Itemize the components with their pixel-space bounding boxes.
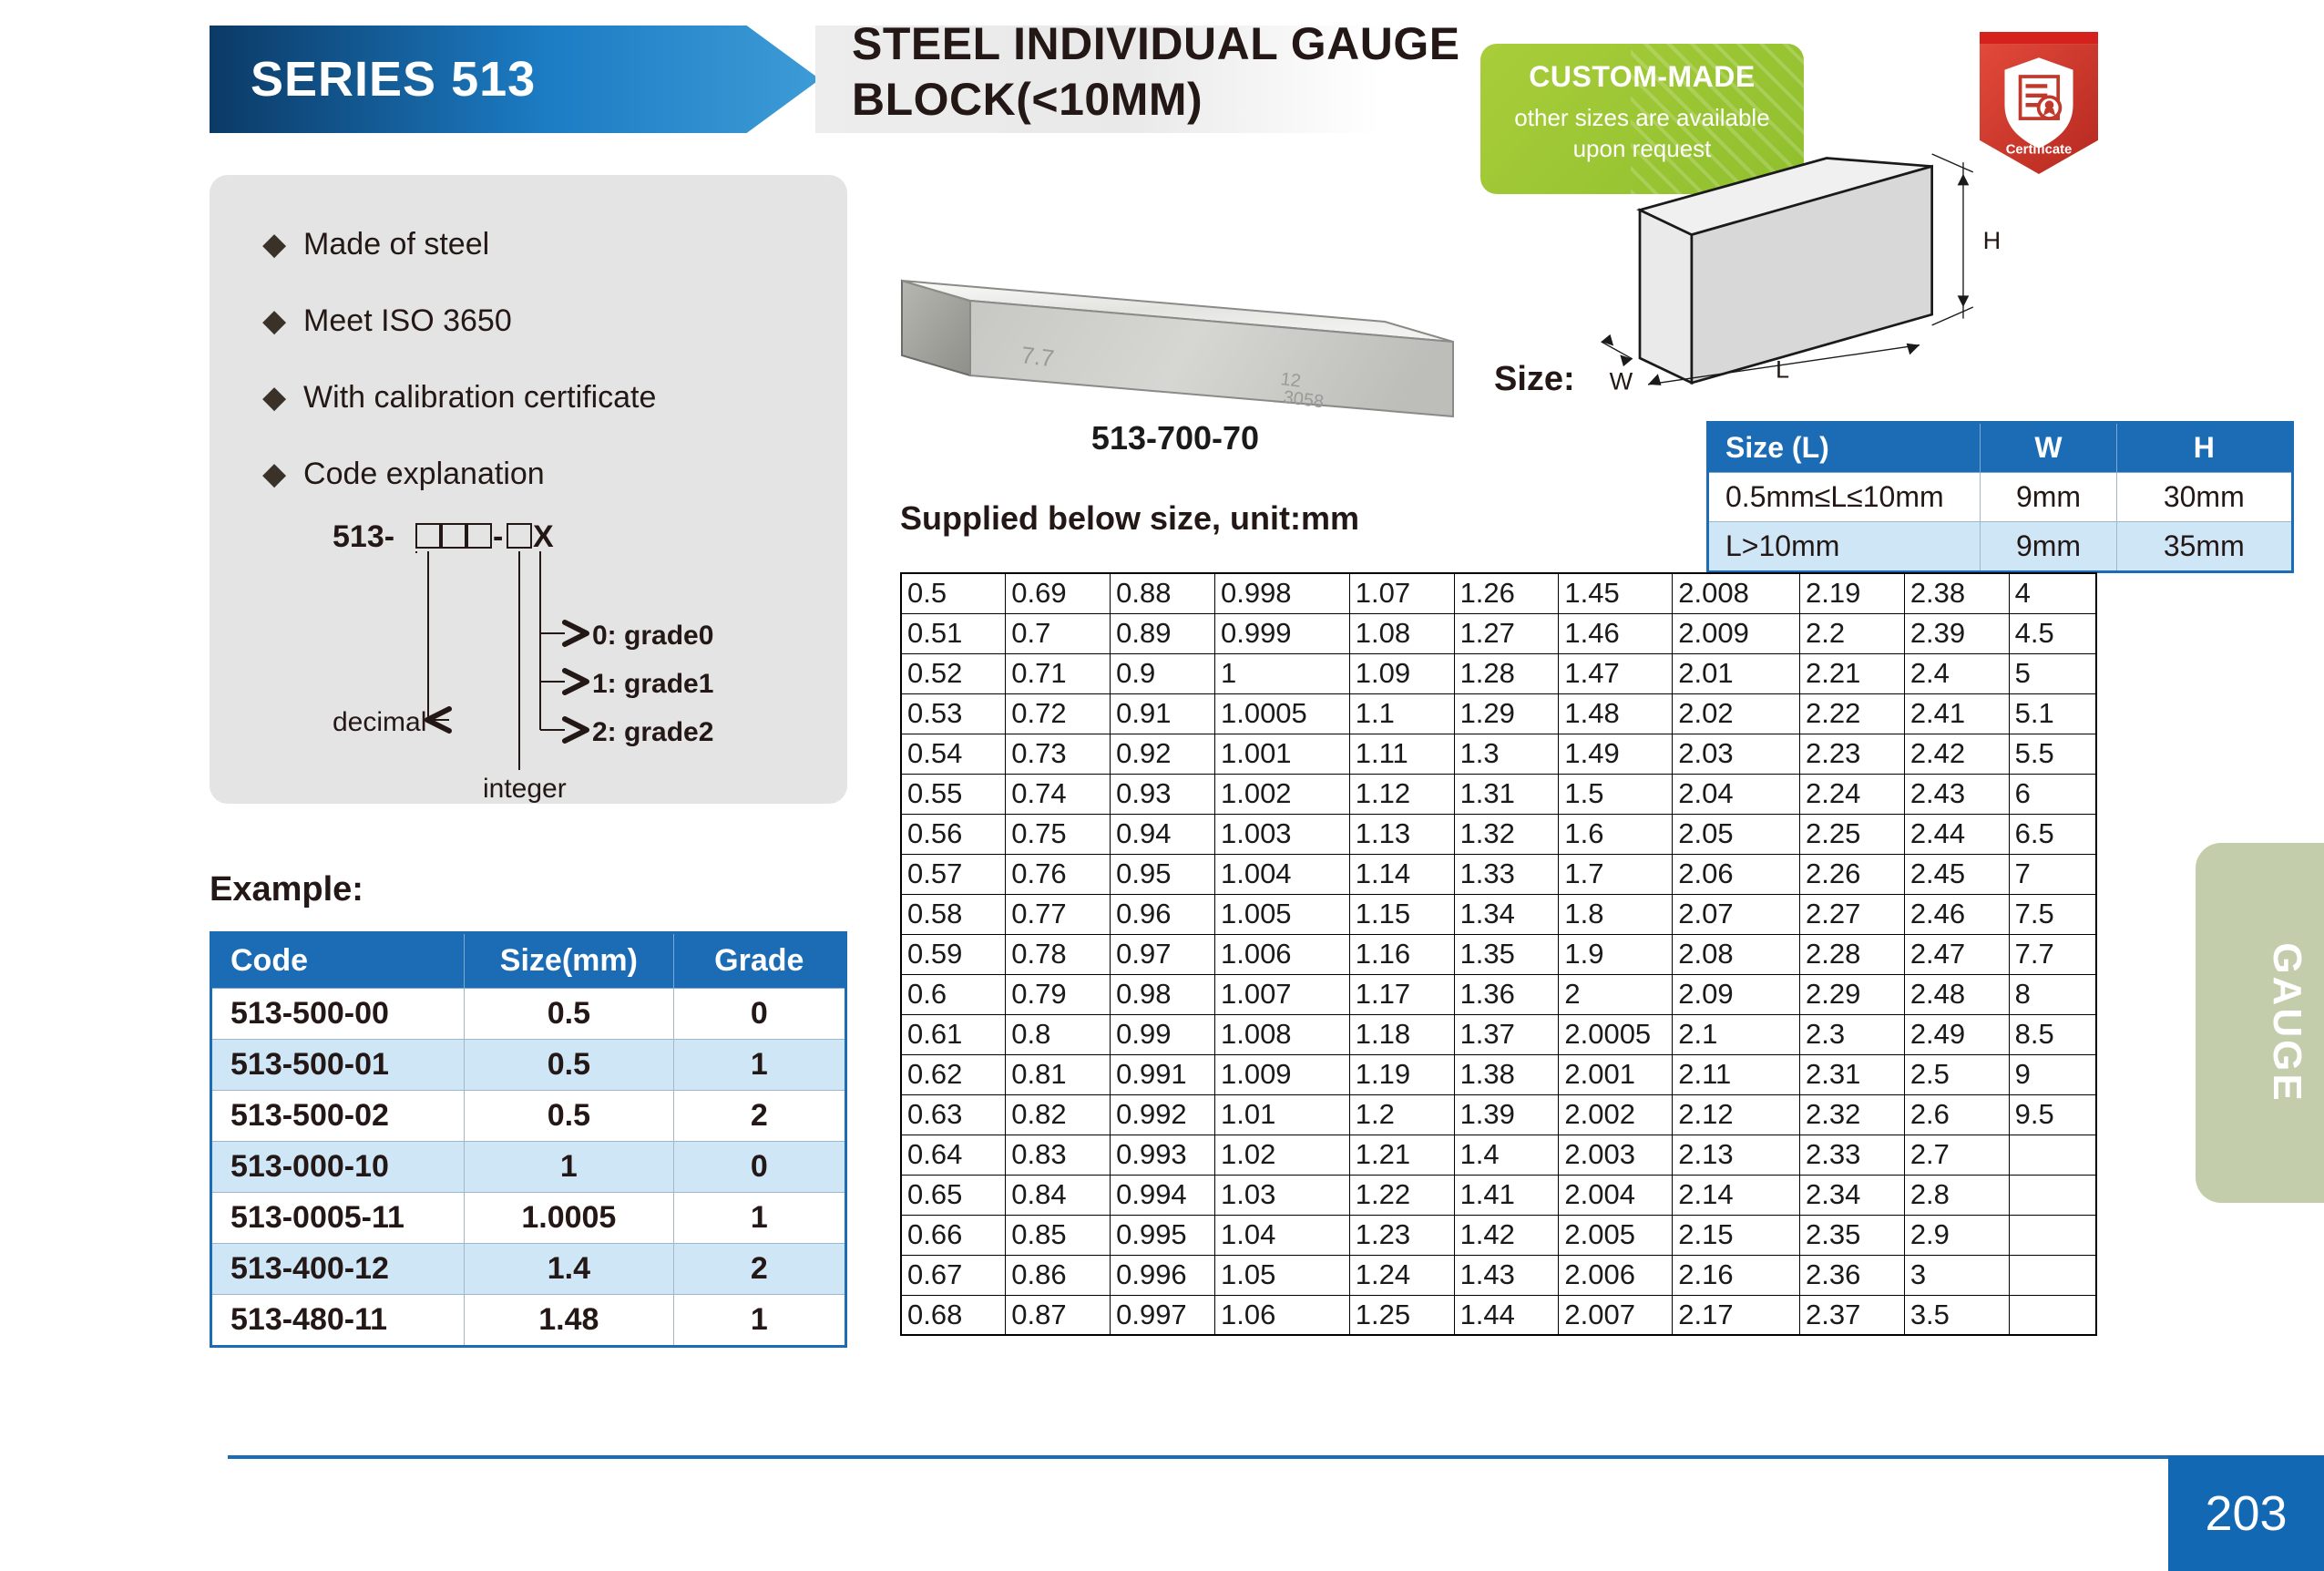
svg-text:1: grade1: 1: grade1 [592, 669, 713, 699]
svg-text:3058: 3058 [1282, 387, 1325, 412]
svg-text:0: grade0: 0: grade0 [592, 621, 713, 651]
svg-text:integer: integer [483, 774, 567, 804]
svg-text:2: grade2: 2: grade2 [592, 717, 713, 747]
svg-text:7.7: 7.7 [1019, 341, 1056, 372]
svg-text:513-: 513- [333, 519, 394, 554]
svg-text:H: H [1983, 226, 2002, 254]
svg-text:X: X [533, 519, 554, 554]
svg-text:decimal: decimal [333, 707, 426, 737]
svg-text:L: L [1776, 355, 1789, 384]
svg-text:-: - [493, 519, 503, 554]
